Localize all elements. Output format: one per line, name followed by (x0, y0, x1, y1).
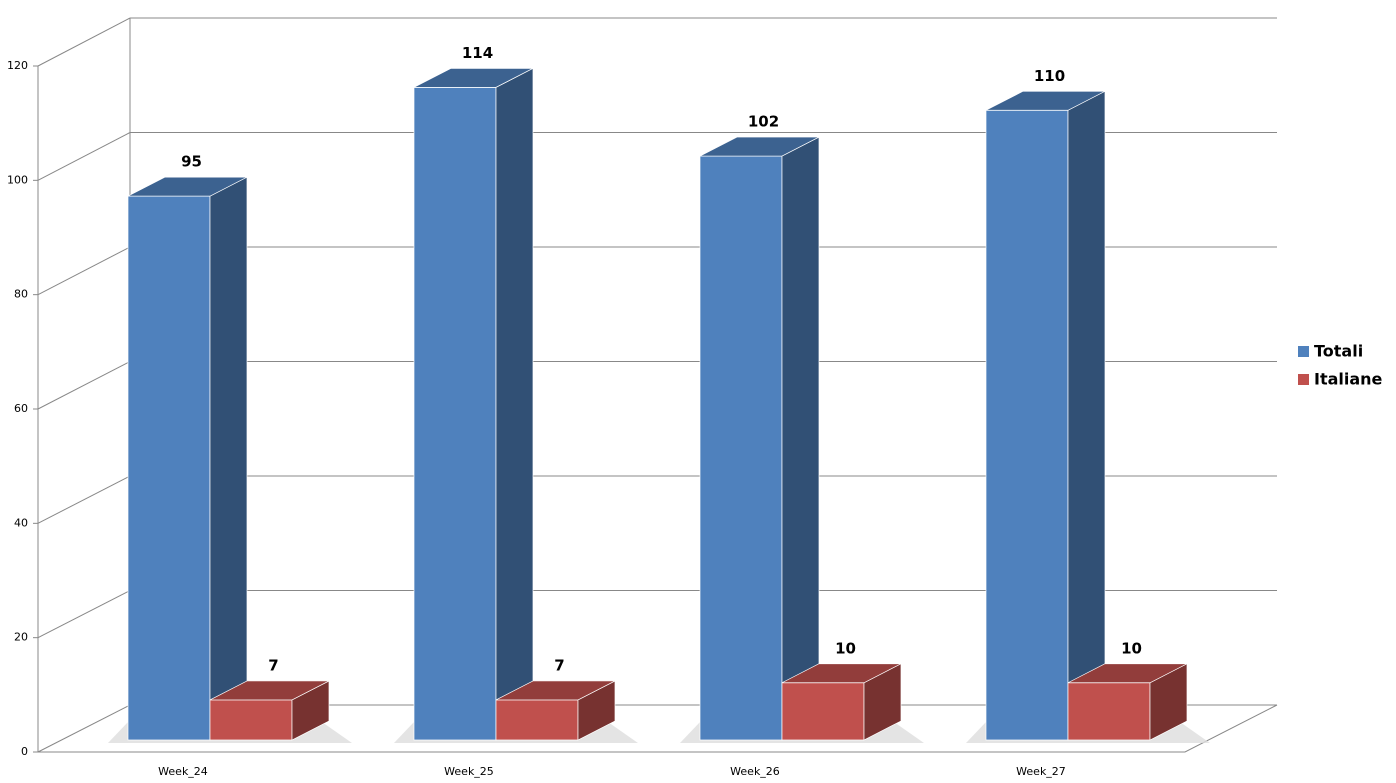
grid-line (37, 361, 131, 410)
bar (127, 176, 248, 741)
grid-line (37, 132, 131, 181)
bar-front (209, 699, 293, 741)
bar-front (495, 699, 579, 741)
x-tick-label: Week_27 (1016, 765, 1066, 778)
grid-line (37, 590, 131, 639)
value-label: 102 (748, 113, 779, 131)
value-label: 95 (181, 153, 202, 171)
legend-swatch (1298, 346, 1309, 357)
value-label: 10 (1121, 639, 1142, 657)
value-label: 114 (462, 44, 493, 62)
grid-line (37, 17, 131, 67)
value-label: 10 (835, 639, 856, 657)
y-tick-label: 0 (21, 745, 28, 758)
bar-top (985, 90, 1106, 111)
x-tick-label: Week_26 (730, 765, 780, 778)
value-label: 110 (1034, 67, 1065, 85)
bar (413, 67, 534, 741)
value-label: 7 (268, 656, 278, 674)
bar-side (781, 136, 820, 741)
value-label: 7 (554, 656, 564, 674)
bar (1067, 663, 1188, 741)
bar (209, 680, 330, 741)
bar-front (413, 86, 497, 741)
grid-line (37, 475, 131, 524)
bar-side (495, 67, 534, 741)
bar-top (413, 67, 534, 88)
x-tick-label: Week_25 (444, 765, 494, 778)
bar (699, 136, 820, 741)
bar-top (781, 663, 902, 684)
y-tick-label: 60 (14, 402, 28, 415)
grid-line (37, 704, 131, 753)
bar-side (209, 176, 248, 741)
y-tick-label: 120 (7, 59, 28, 72)
y-tick-label: 80 (14, 288, 28, 301)
bar-side (1067, 90, 1106, 741)
bar (985, 90, 1106, 741)
bar-top (1067, 663, 1188, 684)
bar (781, 663, 902, 741)
bar-top (699, 136, 820, 157)
x-tick-label: Week_24 (158, 765, 208, 778)
bar-top (209, 680, 330, 701)
grid-line (37, 246, 131, 296)
floor-edge (38, 704, 1278, 753)
legend-swatch (1298, 374, 1309, 385)
y-tick-label: 40 (14, 516, 28, 529)
bar (495, 680, 616, 741)
bar-front (699, 155, 783, 741)
bar-front (1067, 682, 1151, 741)
y-tick-label: 20 (14, 631, 28, 644)
y-tick-label: 100 (7, 173, 28, 186)
legend-label: Italiane (1314, 370, 1383, 389)
bar-top (495, 680, 616, 701)
bar-front (127, 195, 211, 741)
legend-label: Totali (1314, 342, 1363, 361)
bar-front (781, 682, 865, 741)
bar-top (127, 176, 248, 197)
bar-front (985, 109, 1069, 741)
